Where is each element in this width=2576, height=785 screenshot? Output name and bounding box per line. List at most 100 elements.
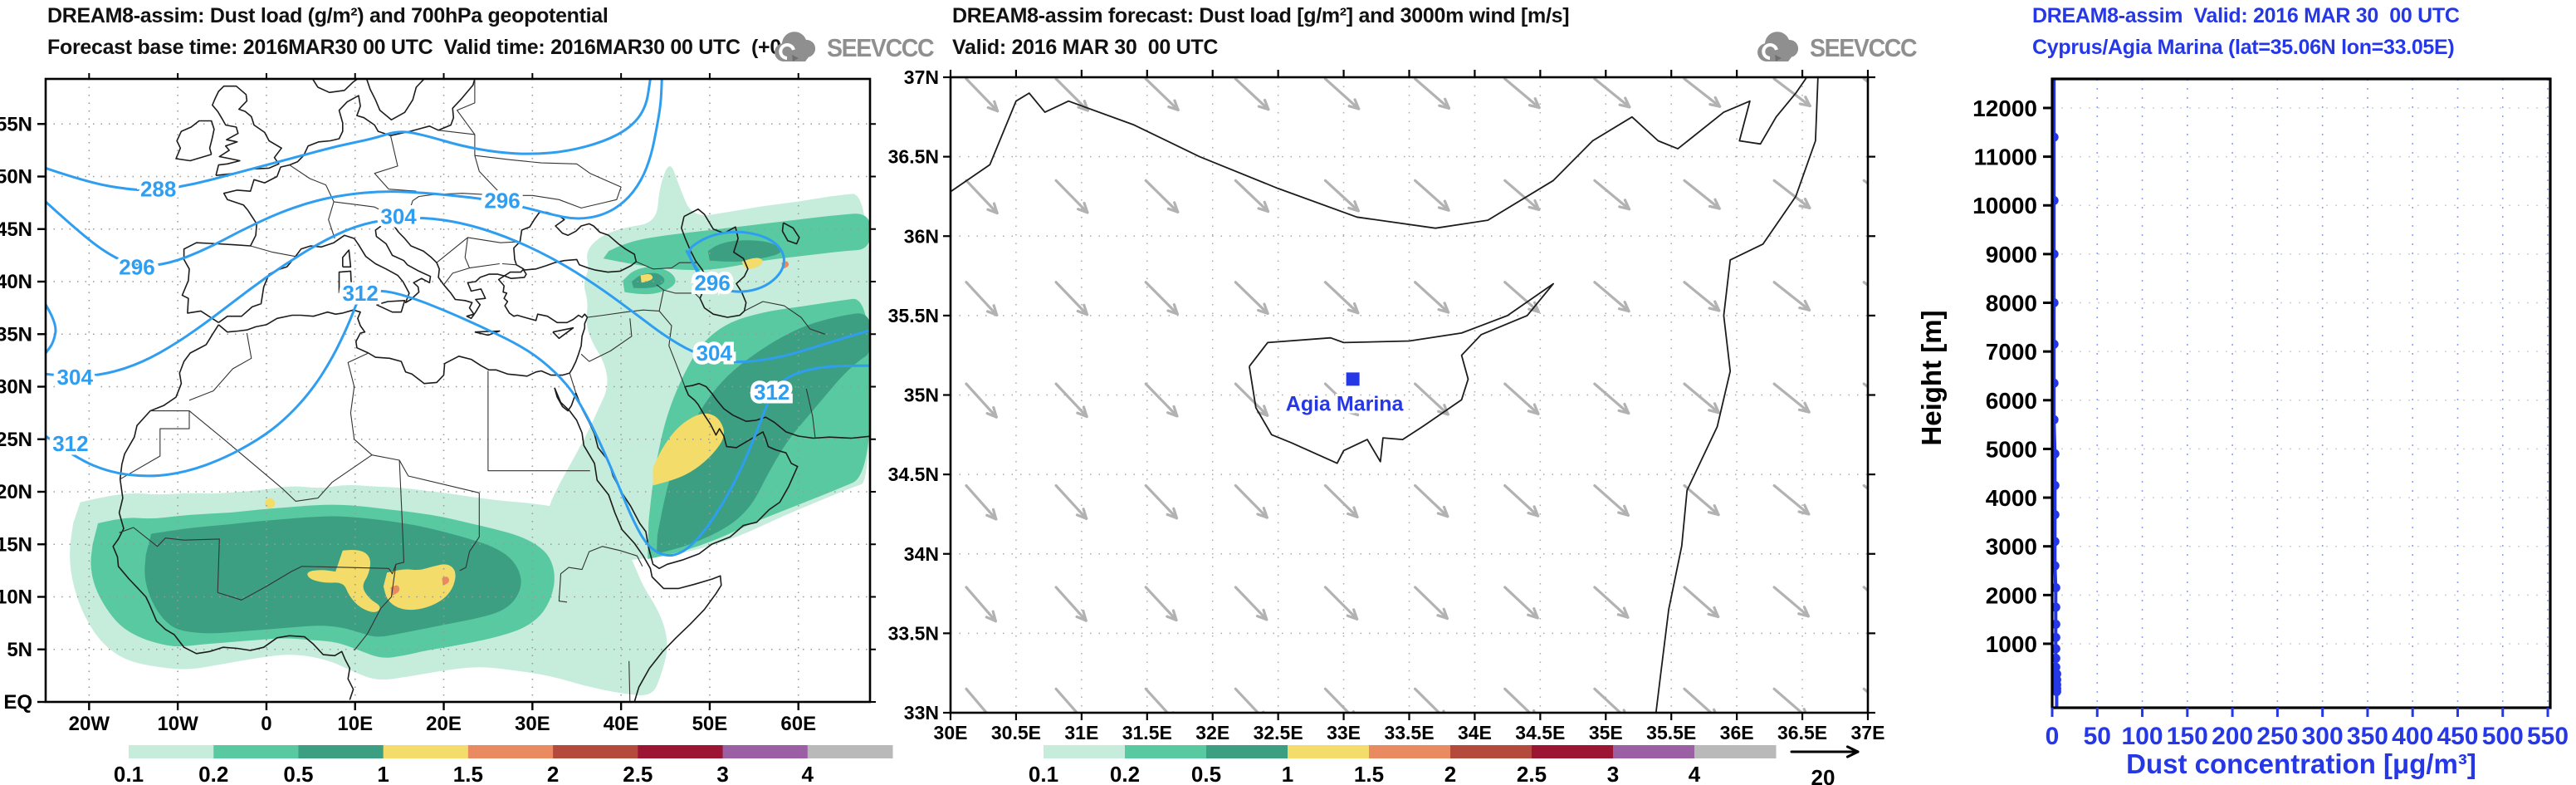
x-tick-label: 10W xyxy=(157,713,198,735)
x-tick-label: 35E xyxy=(1589,722,1623,743)
colorbar-tick-label: 0.5 xyxy=(283,762,313,785)
dust-profile-chart: 0 50 100 150 200 250 300 350 400 450 500 550 1000 200… xyxy=(1916,77,2569,779)
profile-point xyxy=(2052,662,2060,672)
x-tick-label: 200 xyxy=(2212,723,2253,750)
y-tick-label: 2000 xyxy=(1986,582,2037,608)
y-tick-label: 50N xyxy=(0,166,32,189)
y-tick-label: 33.5N xyxy=(888,622,939,644)
cloud-icon xyxy=(1757,32,1799,61)
colorbar-segment xyxy=(1288,745,1370,758)
x-tick-label: 150 xyxy=(2167,723,2208,750)
y-axis-title: Height [m] xyxy=(1916,310,1947,445)
y-tick-label: 4000 xyxy=(1986,485,2037,511)
y-tick-label: 30N xyxy=(0,376,32,399)
wind-ref-label: 20 xyxy=(1811,765,1835,785)
geopotential-contours xyxy=(46,79,870,557)
colorbar-tick-label: 3 xyxy=(1607,762,1619,785)
x-tick-label: 550 xyxy=(2527,723,2569,750)
seevccc-logo-middle: SEEVCCC xyxy=(1753,30,1925,66)
x-tick-label: 30.5E xyxy=(991,722,1041,743)
contour-label: 288 xyxy=(140,177,176,202)
x-tick-label: 100 xyxy=(2122,723,2163,750)
dust-shading xyxy=(707,240,781,262)
y-tick-label: 15N xyxy=(0,533,32,556)
dust-shading xyxy=(442,576,450,586)
x-tick-label: 60E xyxy=(780,713,816,735)
y-tick-label: 36N xyxy=(904,225,939,247)
colorbar-tick-label: 1 xyxy=(377,762,389,785)
profile-point xyxy=(2052,632,2060,642)
contour-label: 296 xyxy=(119,254,154,279)
x-tick-label: 350 xyxy=(2347,723,2388,750)
left-map-axes: 20W 10W 0 10E 20E 30E 40E 50E 60E EQ 5N 10N 15N 20N 25… xyxy=(0,73,876,735)
left-map-frame xyxy=(44,77,872,704)
colorbar-tick-label: 4 xyxy=(802,762,814,785)
colorbar-tick-label: 0.5 xyxy=(1191,762,1221,785)
y-tick-label: 45N xyxy=(0,218,32,241)
x-tick-label: 500 xyxy=(2482,723,2524,750)
x-tick-label: 32E xyxy=(1195,722,1229,743)
dust-colorbar-middle: 0.1 0.2 0.5 1 1.5 2 2.5 3 4 xyxy=(1029,745,1777,785)
colorbar-segment xyxy=(213,745,299,758)
profile-point xyxy=(2052,480,2060,490)
y-tick-label: 5000 xyxy=(1986,436,2037,462)
x-tick-label: 37E xyxy=(1851,722,1885,743)
profile-point xyxy=(2052,415,2059,424)
y-tick-label: 10N xyxy=(0,586,32,609)
right-panel-subtitle: Cyprus/Agia Marina (lat=35.06N lon=33.05… xyxy=(2032,36,2455,59)
profile-point xyxy=(2052,669,2061,679)
contour-label: 312 xyxy=(342,281,378,306)
y-tick-label: 35N xyxy=(904,385,939,406)
colorbar-tick-label: 2.5 xyxy=(1517,762,1547,785)
cyprus-wind-map-inner: Agia Marina xyxy=(951,77,1868,713)
seevccc-logo-text: SEEVCCC xyxy=(827,33,935,62)
x-tick-label: 36E xyxy=(1720,722,1754,743)
station-label: Agia Marina xyxy=(1286,392,1405,415)
colorbar-segment xyxy=(1044,745,1126,758)
contour-label: 312 xyxy=(754,380,789,405)
profile-point xyxy=(2052,620,2060,630)
x-tick-label: 32.5E xyxy=(1254,722,1303,743)
profile-point xyxy=(2052,561,2060,571)
y-tick-label: 7000 xyxy=(1986,339,2037,365)
profile-point xyxy=(2052,449,2060,459)
y-tick-label: EQ xyxy=(3,691,32,714)
colorbar-segment xyxy=(467,745,554,758)
colorbar-tick-label: 2 xyxy=(1444,762,1456,785)
seevccc-logo-left: SEEVCCC xyxy=(770,30,942,66)
x-tick-label: 50E xyxy=(692,713,728,735)
x-tick-label: 30E xyxy=(934,722,968,743)
colorbar-tick-label: 2.5 xyxy=(623,762,653,785)
left-panel-title: DREAM8-assim: Dust load (g/m²) and 700hP… xyxy=(47,4,609,27)
cloud-icon xyxy=(775,32,816,61)
colorbar-segment xyxy=(553,745,638,758)
colorbar-segment xyxy=(1369,745,1451,758)
colorbar-segment xyxy=(807,745,893,758)
colorbar-segment xyxy=(638,745,724,758)
x-tick-label: 450 xyxy=(2437,723,2478,750)
profile-series xyxy=(2052,79,2061,708)
y-tick-label: 25N xyxy=(0,429,32,451)
x-tick-label: 20W xyxy=(69,713,110,735)
colorbar-segment xyxy=(1532,745,1614,758)
profile-point xyxy=(2052,132,2059,142)
x-tick-label: 10E xyxy=(337,713,373,735)
colorbar-tick-label: 1.5 xyxy=(1354,762,1384,785)
colorbar-tick-label: 0.2 xyxy=(1110,762,1140,785)
y-tick-label: 5N xyxy=(7,639,32,661)
middle-map-axes: 30E 30.5E 31E 31.5E 32E 32.5E 33E 33.5E 34E 34.5E… xyxy=(888,66,1885,743)
station-marker xyxy=(1346,372,1360,386)
profile-point xyxy=(2052,537,2060,547)
y-tick-label: 33N xyxy=(904,702,939,724)
y-tick-label: 35.5N xyxy=(888,305,939,326)
x-tick-label: 34E xyxy=(1458,722,1492,743)
profile-axes: 0 50 100 150 200 250 300 350 400 450 500 550 1000 200… xyxy=(1972,96,2569,750)
profile-point xyxy=(2052,654,2060,664)
contour-labels: 288 296 296 304 312 304 312 296 304 312 xyxy=(49,173,794,459)
colorbar-segment xyxy=(1125,745,1207,758)
country-borders xyxy=(119,79,825,702)
colorbar-segment xyxy=(1694,745,1777,758)
profile-chart-frame xyxy=(2051,77,2552,709)
profile-point xyxy=(2052,583,2060,593)
